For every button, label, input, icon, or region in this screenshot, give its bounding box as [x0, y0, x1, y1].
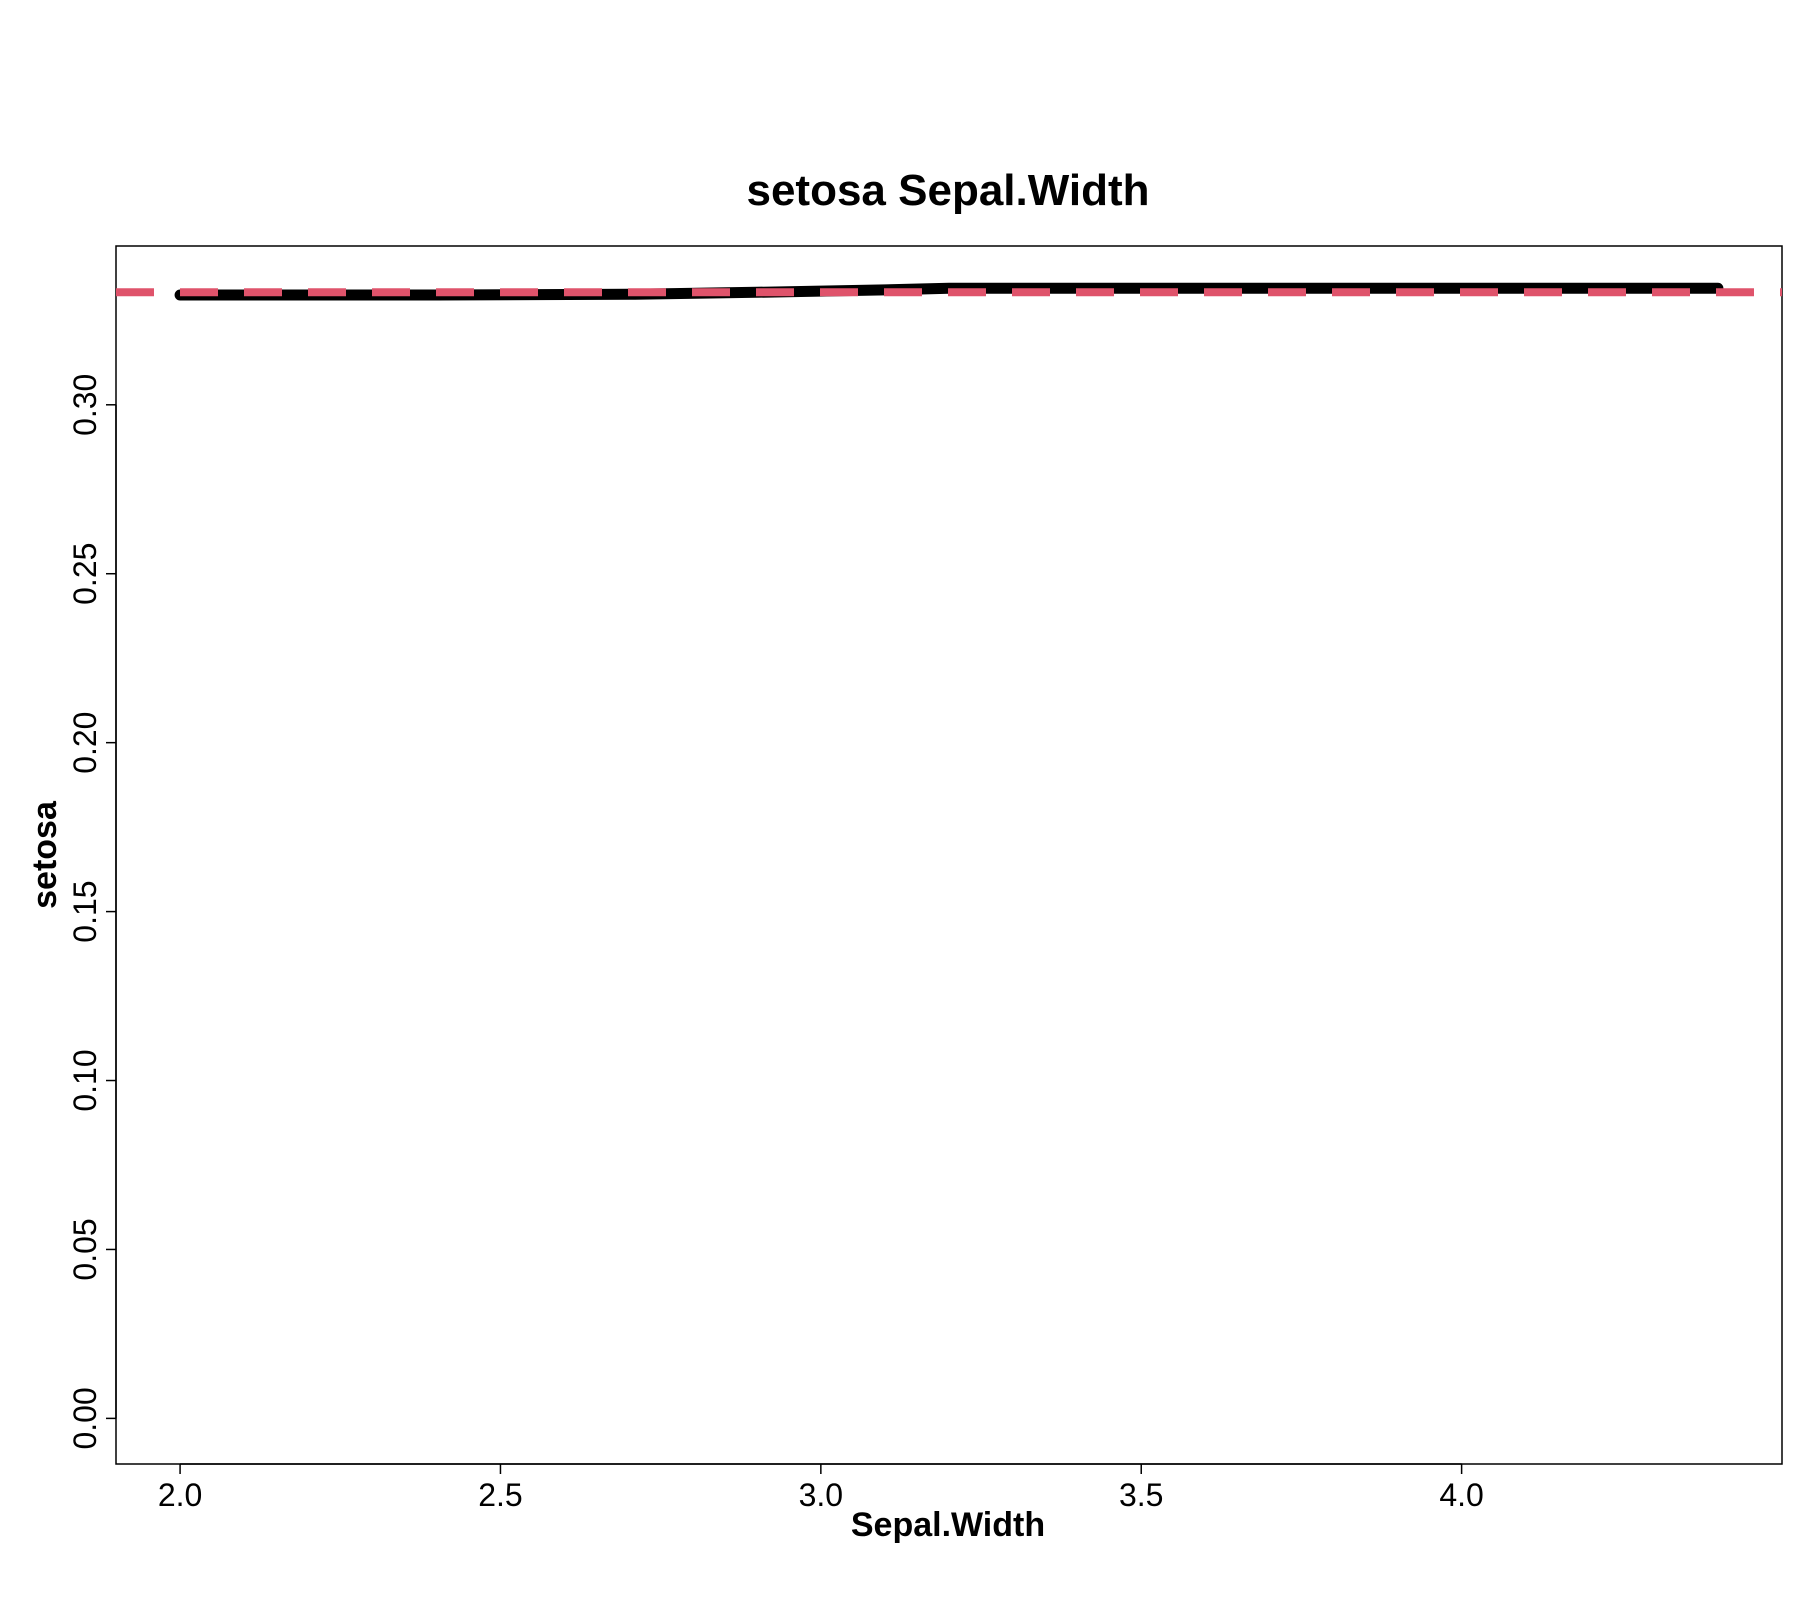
y-tick-label: 0.30: [67, 374, 103, 436]
x-tick-label: 3.0: [799, 1477, 843, 1513]
plot-frame: [115, 245, 1783, 1465]
y-axis: 0.00 0.05 0.10 0.15 0.20 0.25 0.30: [67, 374, 117, 1450]
y-tick-label: 0.00: [67, 1387, 103, 1449]
x-tick-label: 2.0: [158, 1477, 202, 1513]
y-axis-label: setosa: [26, 800, 64, 909]
x-axis: 2.0 2.5 3.0 3.5 4.0: [158, 1463, 1484, 1513]
x-tick-label: 4.0: [1439, 1477, 1483, 1513]
y-tick-label: 0.20: [67, 712, 103, 774]
y-tick-label: 0.25: [67, 543, 103, 605]
y-tick-label: 0.15: [67, 880, 103, 942]
y-tick-label: 0.05: [67, 1218, 103, 1280]
y-tick-label: 0.10: [67, 1049, 103, 1111]
x-tick-label: 3.5: [1119, 1477, 1163, 1513]
series-layer: [116, 282, 1782, 301]
x-tick-label: 2.5: [478, 1477, 522, 1513]
x-axis-label: Sepal.Width: [851, 1506, 1045, 1544]
chart-title: setosa Sepal.Width: [746, 166, 1149, 215]
